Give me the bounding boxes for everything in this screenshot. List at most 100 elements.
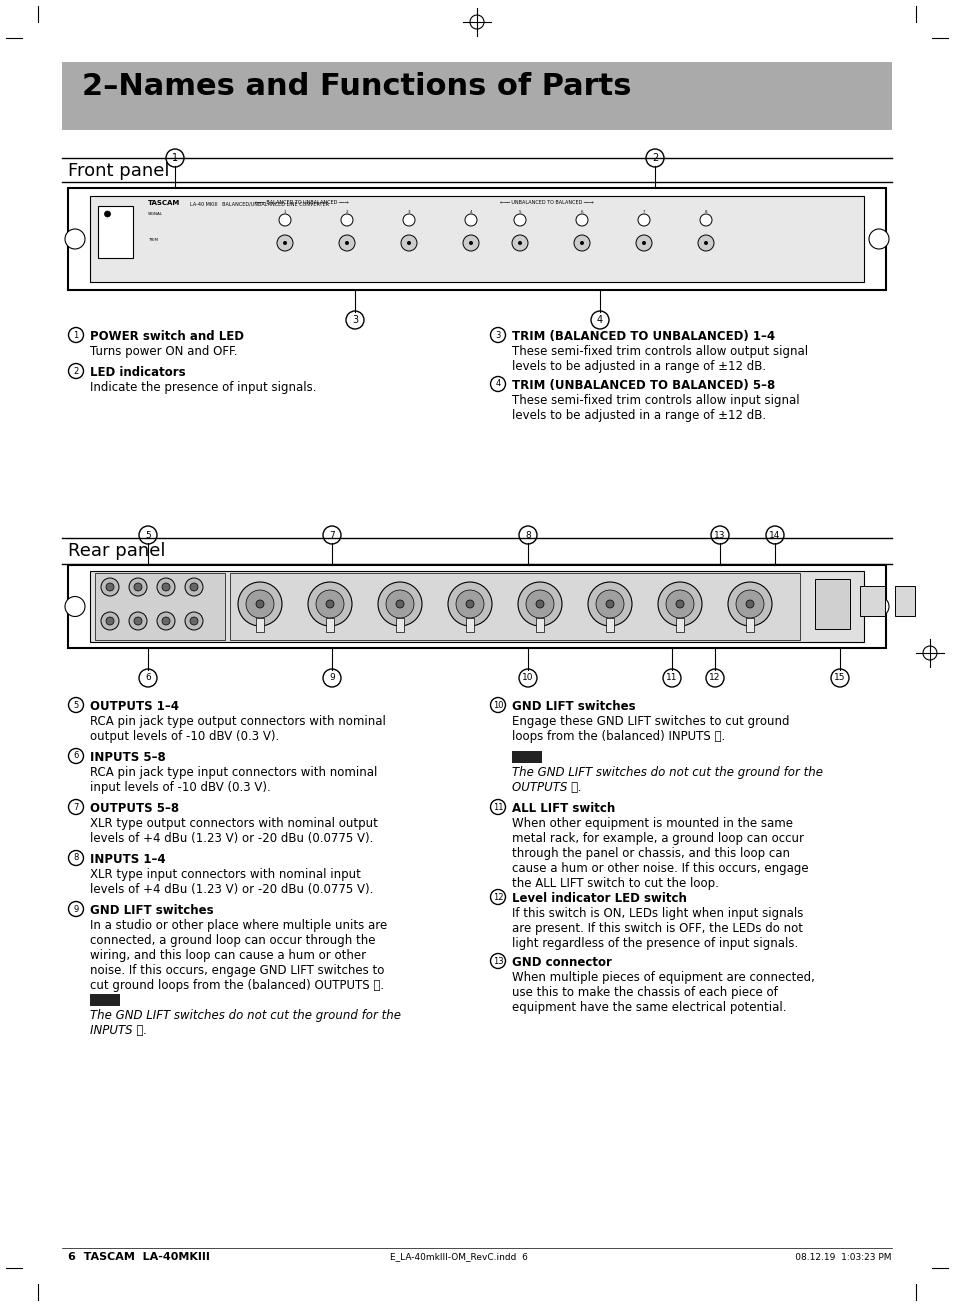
Text: 7: 7 [642, 210, 644, 214]
Text: 8: 8 [258, 579, 261, 582]
Text: Indicate the presence of input signals.: Indicate the presence of input signals. [90, 381, 316, 394]
Text: INPUTS 1–4: INPUTS 1–4 [90, 853, 166, 866]
FancyBboxPatch shape [536, 618, 543, 632]
Circle shape [698, 235, 713, 251]
Text: LED indicators: LED indicators [90, 366, 186, 379]
Text: POWER switch and LED: POWER switch and LED [90, 330, 244, 343]
Circle shape [868, 229, 888, 249]
Circle shape [157, 613, 174, 629]
Text: POWER: POWER [100, 208, 115, 212]
FancyBboxPatch shape [90, 571, 863, 643]
Text: 9: 9 [73, 905, 78, 913]
Text: OUTPUTS: OUTPUTS [97, 575, 116, 579]
Circle shape [129, 579, 147, 596]
FancyBboxPatch shape [814, 579, 849, 629]
Text: 13: 13 [714, 530, 725, 539]
Text: 7: 7 [73, 802, 78, 811]
Text: GND
LIFT: GND LIFT [252, 626, 260, 635]
Circle shape [587, 582, 631, 626]
Text: 3: 3 [495, 330, 500, 340]
FancyBboxPatch shape [326, 618, 334, 632]
Circle shape [106, 616, 113, 626]
Circle shape [536, 599, 543, 609]
Text: 5: 5 [468, 579, 471, 582]
Text: LA-40 MKIII   BALANCED/UNBALANCED LINE CONVERTER: LA-40 MKIII BALANCED/UNBALANCED LINE CON… [190, 201, 329, 206]
Circle shape [129, 613, 147, 629]
Text: 4: 4 [469, 210, 472, 214]
Text: 10: 10 [521, 674, 533, 683]
Circle shape [574, 235, 589, 251]
Circle shape [658, 582, 701, 626]
Text: 1: 1 [283, 210, 286, 214]
Circle shape [338, 235, 355, 251]
Circle shape [340, 214, 353, 226]
Text: 10: 10 [493, 700, 503, 709]
Text: GND
LIFT: GND LIFT [741, 626, 749, 635]
Text: SIGNAL: SIGNAL [148, 212, 163, 215]
Circle shape [407, 242, 411, 246]
Text: 14: 14 [768, 530, 780, 539]
Text: 1: 1 [73, 330, 78, 340]
Text: LED: LED [896, 588, 904, 592]
Circle shape [525, 590, 554, 618]
Circle shape [162, 582, 170, 592]
Text: 12: 12 [493, 892, 503, 901]
Text: GND
LIFT: GND LIFT [532, 626, 539, 635]
Text: 9: 9 [329, 674, 335, 683]
FancyBboxPatch shape [90, 994, 120, 1006]
Text: When other equipment is mounted in the same
metal rack, for example, a ground lo: When other equipment is mounted in the s… [512, 818, 808, 889]
Text: 12: 12 [709, 674, 720, 683]
Text: 2: 2 [651, 153, 658, 163]
Circle shape [65, 597, 85, 616]
Circle shape [517, 582, 561, 626]
Text: ←── BALANCED TO UNBALANCED ──→: ←── BALANCED TO UNBALANCED ──→ [254, 200, 349, 205]
Text: 6: 6 [579, 218, 583, 222]
Text: 5: 5 [518, 210, 520, 214]
Text: TRIM (UNBALANCED TO BALANCED) 5–8: TRIM (UNBALANCED TO BALANCED) 5–8 [512, 379, 775, 392]
Text: 4: 4 [537, 579, 541, 582]
Text: NOTE: NOTE [515, 752, 538, 761]
Circle shape [377, 582, 421, 626]
Circle shape [157, 579, 174, 596]
Circle shape [237, 582, 282, 626]
Text: 3: 3 [407, 210, 410, 214]
Text: 11: 11 [665, 674, 677, 683]
Circle shape [700, 214, 711, 226]
Circle shape [278, 214, 291, 226]
FancyBboxPatch shape [465, 618, 474, 632]
Text: GND LIFT switches: GND LIFT switches [512, 700, 635, 713]
Text: GND
LIFT: GND LIFT [322, 626, 330, 635]
Text: 2: 2 [345, 218, 348, 222]
Text: TRIM (BALANCED TO UNBALANCED) 1–4: TRIM (BALANCED TO UNBALANCED) 1–4 [512, 330, 774, 343]
FancyBboxPatch shape [512, 751, 541, 763]
Text: If this switch is ON, LEDs light when input signals
are present. If this switch : If this switch is ON, LEDs light when in… [512, 906, 802, 949]
Circle shape [448, 582, 492, 626]
Circle shape [735, 590, 763, 618]
Circle shape [345, 242, 349, 246]
Circle shape [133, 582, 142, 592]
FancyBboxPatch shape [859, 586, 884, 616]
Circle shape [400, 235, 416, 251]
Circle shape [133, 616, 142, 626]
Text: ALL LIFT switch: ALL LIFT switch [512, 802, 615, 815]
Text: NOTE: NOTE [93, 995, 116, 1004]
Text: GND LIFT switches: GND LIFT switches [90, 904, 213, 917]
Text: 2: 2 [678, 579, 680, 582]
Circle shape [517, 242, 521, 246]
Text: These semi-fixed trim controls allow input signal
levels to be adjusted in a ran: These semi-fixed trim controls allow inp… [512, 394, 799, 422]
Circle shape [283, 242, 287, 246]
Text: 6  TASCAM  LA-40MKIII: 6 TASCAM LA-40MKIII [68, 1252, 210, 1262]
FancyBboxPatch shape [68, 565, 885, 648]
Circle shape [462, 235, 478, 251]
Text: 1: 1 [172, 153, 178, 163]
Text: 5: 5 [145, 530, 151, 539]
FancyBboxPatch shape [255, 618, 264, 632]
Circle shape [579, 242, 583, 246]
FancyBboxPatch shape [676, 618, 683, 632]
Circle shape [402, 214, 415, 226]
Text: 4: 4 [597, 315, 602, 325]
Text: Turns power ON and OFF.: Turns power ON and OFF. [90, 345, 237, 358]
Text: 3: 3 [608, 579, 611, 582]
Text: 11: 11 [493, 802, 503, 811]
Text: 13: 13 [492, 956, 503, 965]
